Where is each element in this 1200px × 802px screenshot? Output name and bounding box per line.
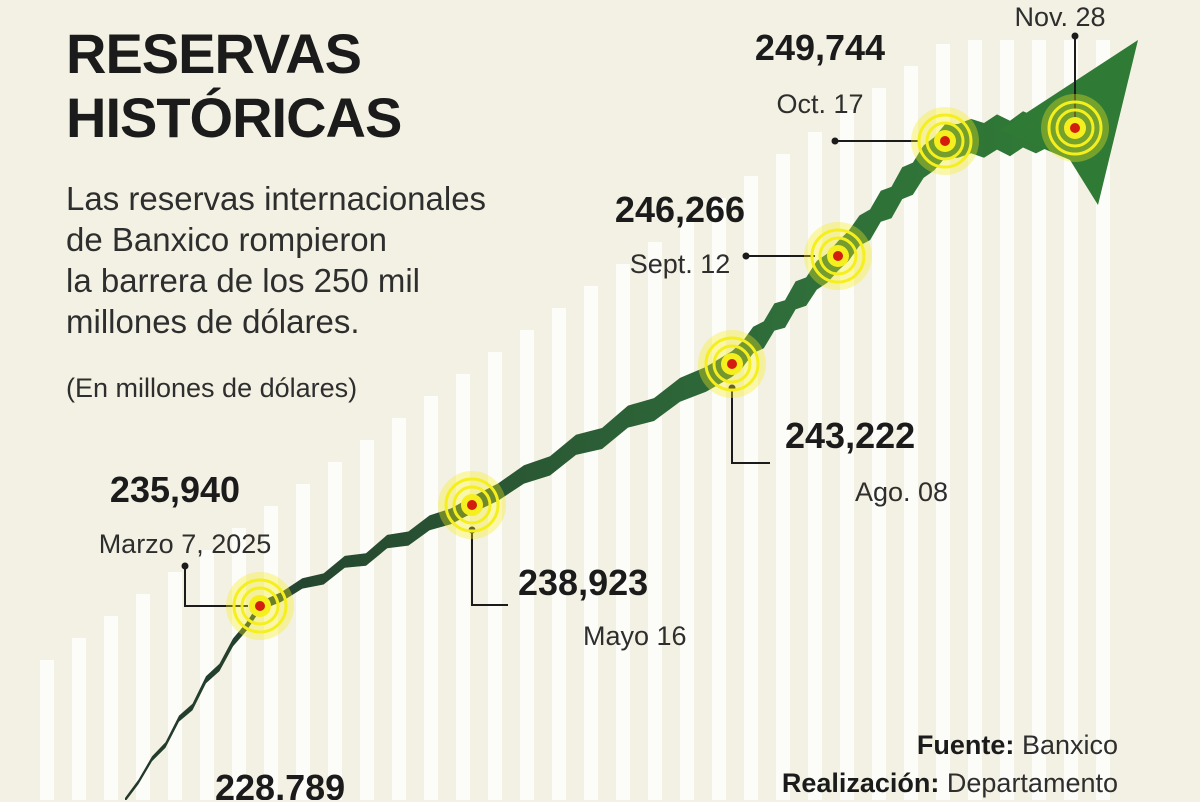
title-line-2: HISTÓRICAS [66, 86, 402, 149]
callout-leaders [181, 32, 1079, 607]
marker-ring [240, 586, 280, 626]
data-point-marker [255, 601, 265, 611]
background-stripe [456, 374, 470, 800]
description-line: Las reservas internacionales [66, 180, 487, 217]
marker-ring [444, 477, 500, 533]
background-stripe [392, 418, 406, 800]
date-label: Oct. 17 [776, 89, 863, 119]
description-line: millones de dólares. [66, 303, 360, 340]
marker-ring [1055, 108, 1095, 148]
author-value: Departamento [946, 768, 1118, 798]
units-note: (En millones de dólares) [66, 373, 358, 403]
background-stripe [648, 242, 662, 800]
marker-ring [232, 578, 288, 634]
leader-dot [1071, 32, 1079, 40]
background-stripe [40, 660, 54, 800]
background-stripe [552, 308, 566, 800]
background-stripe [1096, 40, 1110, 800]
credits: Fuente: Banxico Realización: Departament… [782, 726, 1118, 802]
leader-dot [181, 562, 189, 570]
background-stripe [616, 264, 630, 800]
leader-line [471, 530, 508, 606]
background-stripe [712, 198, 726, 800]
date-label: Mayo 16 [583, 621, 687, 651]
leader-line [184, 566, 248, 607]
marker-ring [452, 485, 492, 525]
data-point-marker [1070, 123, 1080, 133]
leader-dot [831, 137, 839, 145]
background-stripe [904, 66, 918, 800]
value-label: 246,266 [615, 189, 745, 230]
background-stripe [136, 594, 150, 800]
background-stripe [360, 440, 374, 800]
background-stripe [1032, 40, 1046, 800]
value-label: 249,744 [755, 27, 885, 68]
author-credit: Realización: Departamento [782, 764, 1118, 802]
background-stripe [520, 330, 534, 800]
background-stripe [104, 616, 118, 800]
marker-ring [925, 121, 965, 161]
date-label: Nov. 28 [1014, 2, 1105, 32]
date-label: Marzo 7, 2025 [99, 529, 272, 559]
author-label: Realización: [781, 768, 940, 798]
chart-title: RESERVAS HISTÓRICAS [66, 22, 402, 150]
background-stripe [328, 462, 342, 800]
background-stripe [776, 154, 790, 800]
source-label: Fuente: [916, 730, 1015, 760]
leader-line [731, 388, 770, 464]
background-stripe [584, 286, 598, 800]
value-label: 238,923 [518, 562, 648, 603]
background-stripe [808, 132, 822, 800]
background-stripe [1000, 40, 1014, 800]
value-label: 228,789 [215, 767, 345, 800]
date-label: Sept. 12 [630, 249, 731, 279]
background-stripe [232, 528, 246, 800]
title-line-1: RESERVAS [66, 22, 362, 85]
background-stripe [488, 352, 502, 800]
background-stripe [936, 44, 950, 800]
marker-ring [810, 228, 866, 284]
background-stripe [424, 396, 438, 800]
source-credit: Fuente: Banxico [782, 726, 1118, 764]
marker-ring [818, 236, 858, 276]
data-point-marker [833, 251, 843, 261]
data-markers [226, 94, 1109, 640]
marker-ring [917, 113, 973, 169]
data-point-marker [467, 500, 477, 510]
background-stripe [264, 506, 278, 800]
background-stripe [1064, 40, 1078, 800]
description-line: la barrera de los 250 mil [66, 262, 421, 299]
background-stripe [744, 176, 758, 800]
marker-ring [712, 344, 752, 384]
description-line: de Banxico rompieron [66, 221, 388, 258]
data-point-marker [940, 136, 950, 146]
background-stripe [168, 572, 182, 800]
value-label: 235,940 [110, 469, 240, 510]
marker-ring [1047, 100, 1103, 156]
background-stripe [680, 220, 694, 800]
background-stripe [872, 88, 886, 800]
background-stripe [200, 550, 214, 800]
date-label: Ago. 08 [855, 477, 948, 507]
background-stripe [968, 40, 982, 800]
leader-dot [742, 252, 750, 260]
value-label: 243,222 [785, 415, 915, 456]
source-value: Banxico [1021, 730, 1118, 760]
marker-ring [704, 336, 760, 392]
data-labels: 228,789 235,940 Marzo 7, 2025 238,923 Mayo 1… [99, 2, 1106, 800]
background-stripe [72, 638, 86, 800]
data-point-marker [727, 359, 737, 369]
background-stripe [296, 484, 310, 800]
chart-description: Las reservas internacionales de Banxico … [66, 178, 586, 342]
